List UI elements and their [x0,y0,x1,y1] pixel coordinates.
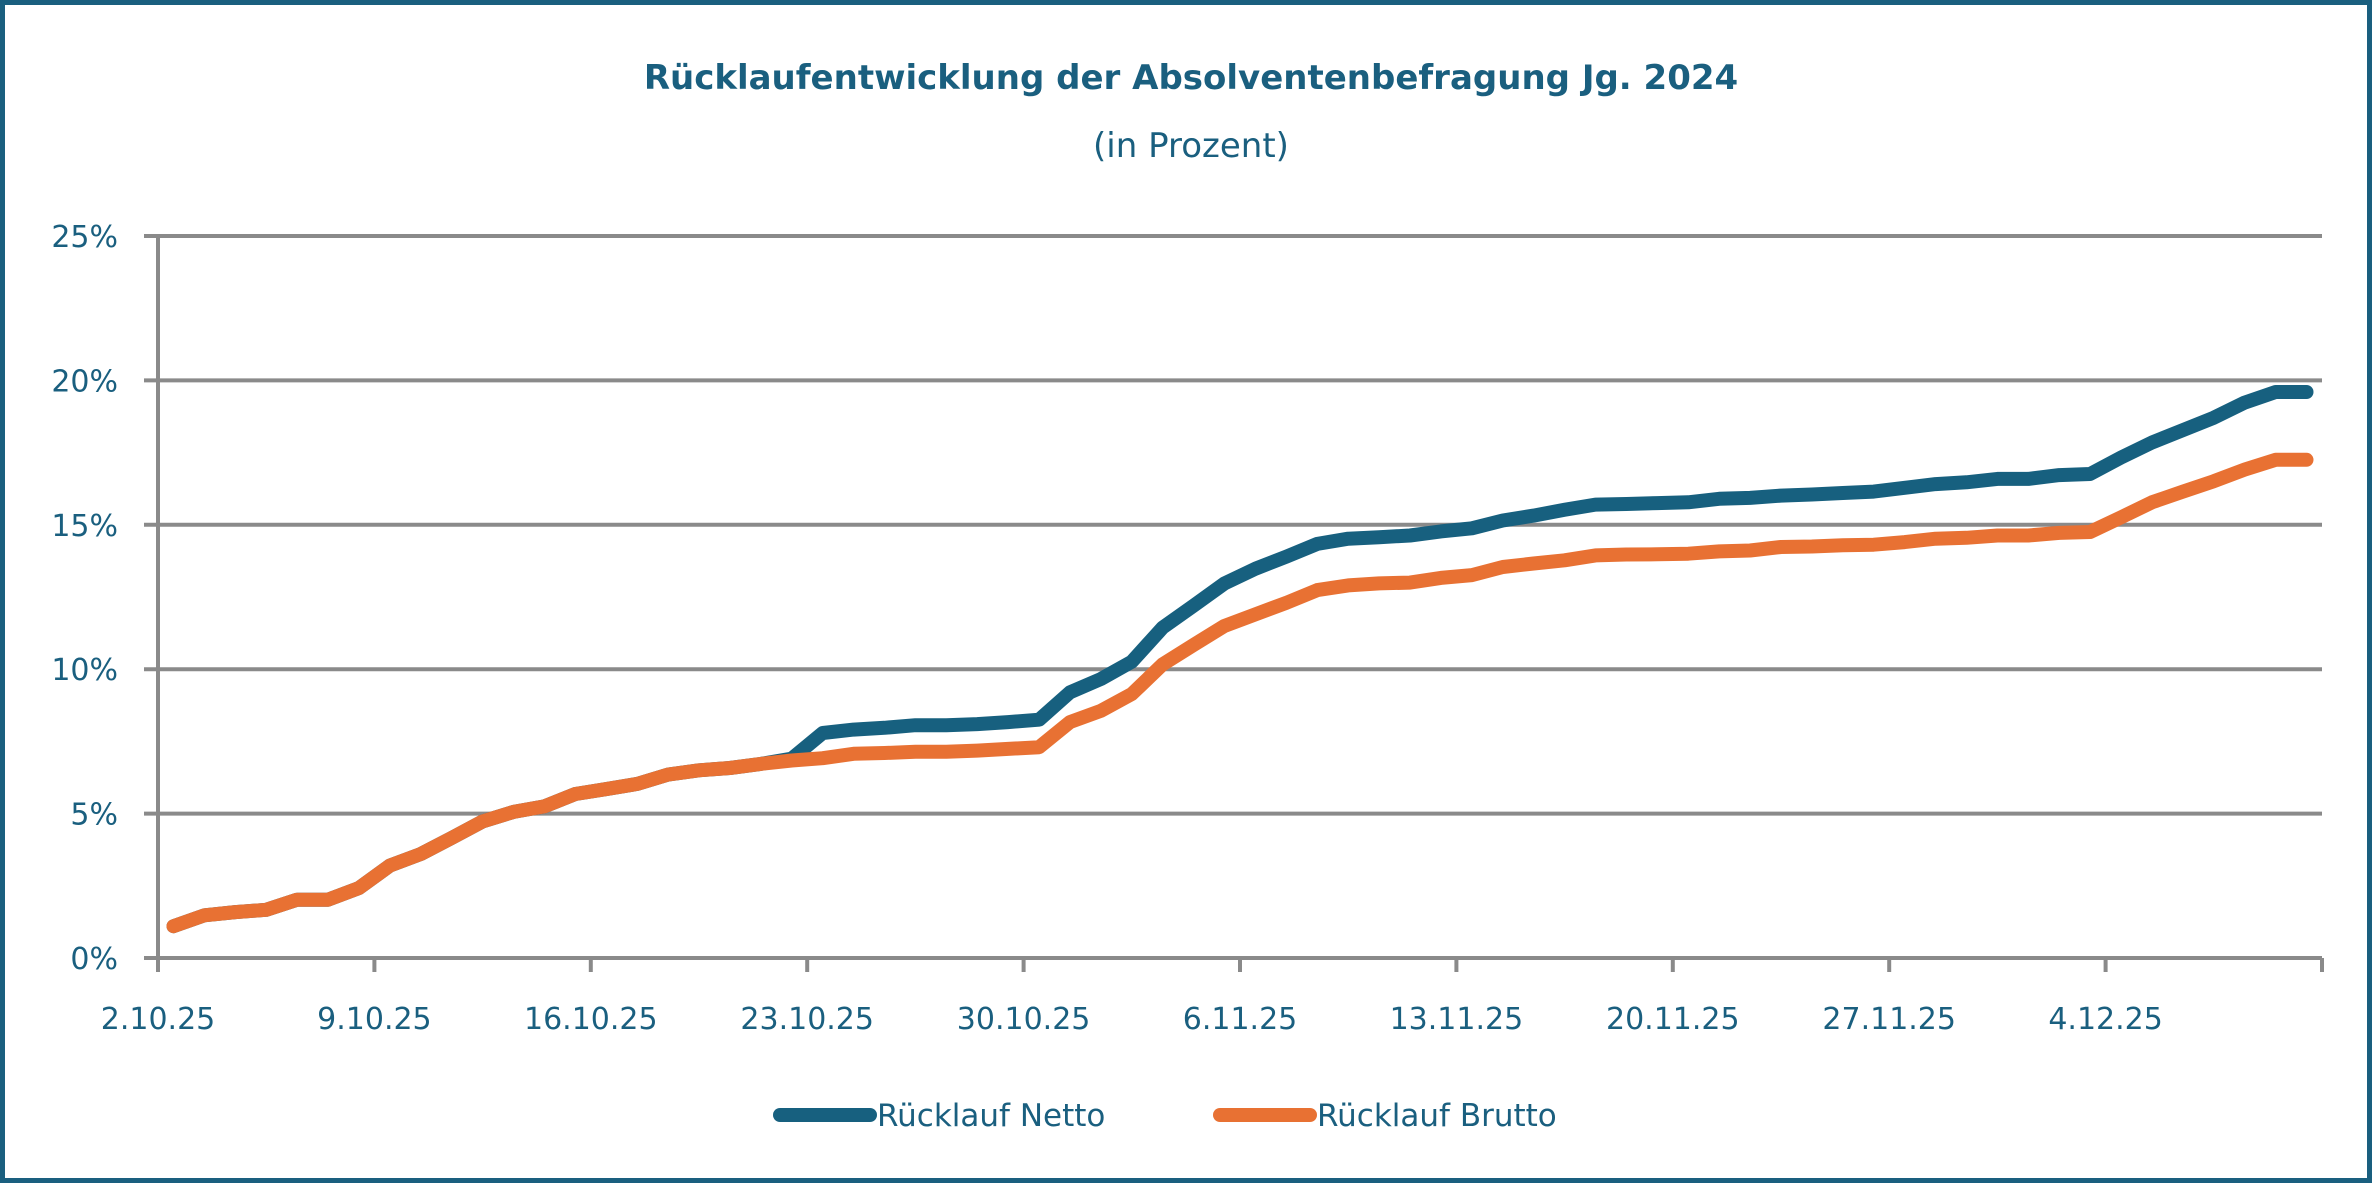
y-tick-label: 10% [51,653,118,688]
series-line-netto [166,385,2314,934]
series-line-brutto [166,452,2314,934]
x-tick-label: 20.11.25 [1606,1002,1740,1037]
y-tick-label: 20% [51,364,118,399]
series-lines [166,385,2314,934]
x-axis: 2.10.25 9.10.25 16.10.25 23.10.25 30.10.25 6.… [101,236,2324,1037]
chart-title: Rücklaufentwicklung der Absolventenbefra… [644,58,1738,98]
chart-subtitle: (in Prozent) [1093,126,1289,166]
gridlines [144,234,2322,960]
legend-label-netto: Rücklauf Netto [877,1098,1105,1134]
x-tick-label: 9.10.25 [317,1002,432,1037]
y-axis: 0% 5% 10% 15% 20% 25% [51,220,118,977]
x-tick-label: 16.10.25 [524,1002,658,1037]
line-chart: Rücklaufentwicklung der Absolventenbefra… [51,58,2324,1134]
y-tick-label: 25% [51,220,118,255]
y-tick-label: 0% [70,942,118,977]
x-tick-label: 30.10.25 [957,1002,1091,1037]
x-tick-label: 4.12.25 [2048,1002,2163,1037]
y-tick-label: 15% [51,509,118,544]
x-tick-label: 2.10.25 [101,1002,216,1037]
legend-label-brutto: Rücklauf Brutto [1317,1098,1557,1134]
x-tick-label: 23.10.25 [740,1002,874,1037]
x-tick-label: 6.11.25 [1183,1002,1298,1037]
x-tick-label: 13.11.25 [1390,1002,1524,1037]
x-tick-label: 27.11.25 [1822,1002,1956,1037]
y-tick-label: 5% [70,798,118,833]
legend: Rücklauf Netto Rücklauf Brutto [773,1098,1557,1134]
